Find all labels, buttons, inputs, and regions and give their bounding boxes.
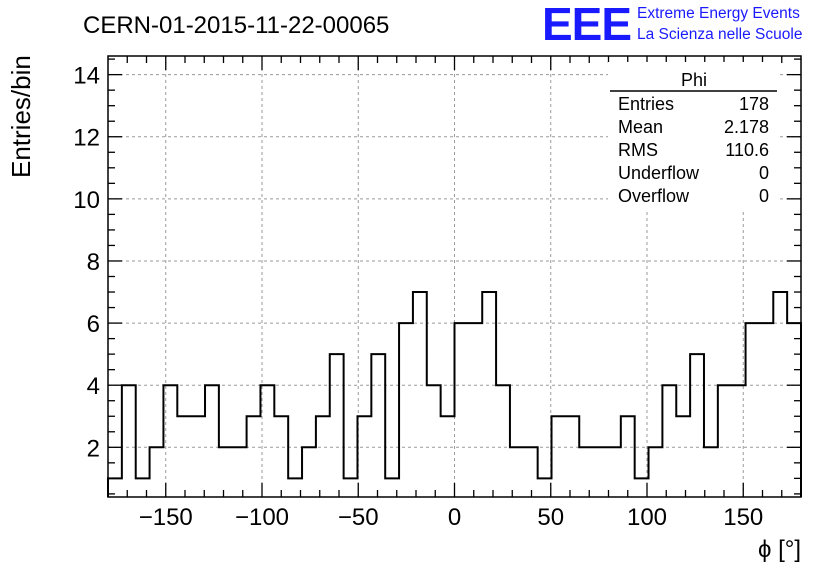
stats-label-rms: RMS bbox=[618, 140, 658, 160]
y-tick-labels: 2 4 6 8 10 12 14 bbox=[73, 63, 100, 463]
y-tick-label: 10 bbox=[73, 187, 100, 214]
stats-value-rms: 110.6 bbox=[725, 140, 769, 160]
x-tick-label: 150 bbox=[723, 504, 763, 531]
stats-value-underflow: 0 bbox=[759, 163, 769, 183]
y-tick-label: 6 bbox=[87, 311, 100, 338]
x-tick-labels: −150 −100 −50 0 50 100 150 bbox=[139, 504, 764, 531]
x-axis-label: ϕ [°] bbox=[758, 536, 801, 563]
stats-title: Phi bbox=[681, 70, 707, 90]
y-tick-label: 4 bbox=[87, 373, 100, 400]
stats-value-mean: 2.178 bbox=[724, 117, 769, 137]
y-tick-label: 12 bbox=[73, 125, 100, 152]
logo-line-2: La Scienza nelle Scuole bbox=[637, 26, 802, 43]
x-tick-label: 100 bbox=[627, 504, 667, 531]
stats-box: Phi Entries 178 Mean 2.178 RMS 110.6 Und… bbox=[608, 62, 780, 210]
stats-label-entries: Entries bbox=[618, 94, 674, 114]
x-tick-label: −100 bbox=[235, 504, 289, 531]
x-tick-label: −50 bbox=[338, 504, 379, 531]
stats-value-overflow: 0 bbox=[759, 186, 769, 206]
x-tick-label: 0 bbox=[448, 504, 461, 531]
x-tick-label: 50 bbox=[537, 504, 564, 531]
axis-ticks bbox=[108, 56, 801, 497]
chart-title: CERN-01-2015-11-22-00065 bbox=[83, 12, 389, 39]
histogram-series bbox=[107, 291, 802, 497]
y-tick-label: 14 bbox=[73, 63, 100, 90]
logo-eee: EEE bbox=[542, 0, 631, 50]
y-axis-label: Entries/bin bbox=[6, 55, 36, 178]
logo-line-1: Extreme Energy Events bbox=[637, 5, 800, 22]
y-tick-label: 8 bbox=[87, 249, 100, 276]
stats-label-overflow: Overflow bbox=[618, 186, 690, 206]
x-tick-label: −150 bbox=[139, 504, 193, 531]
stats-label-underflow: Underflow bbox=[618, 163, 700, 183]
stats-label-mean: Mean bbox=[618, 117, 663, 137]
y-tick-label: 2 bbox=[87, 435, 100, 462]
stats-value-entries: 178 bbox=[739, 94, 769, 114]
